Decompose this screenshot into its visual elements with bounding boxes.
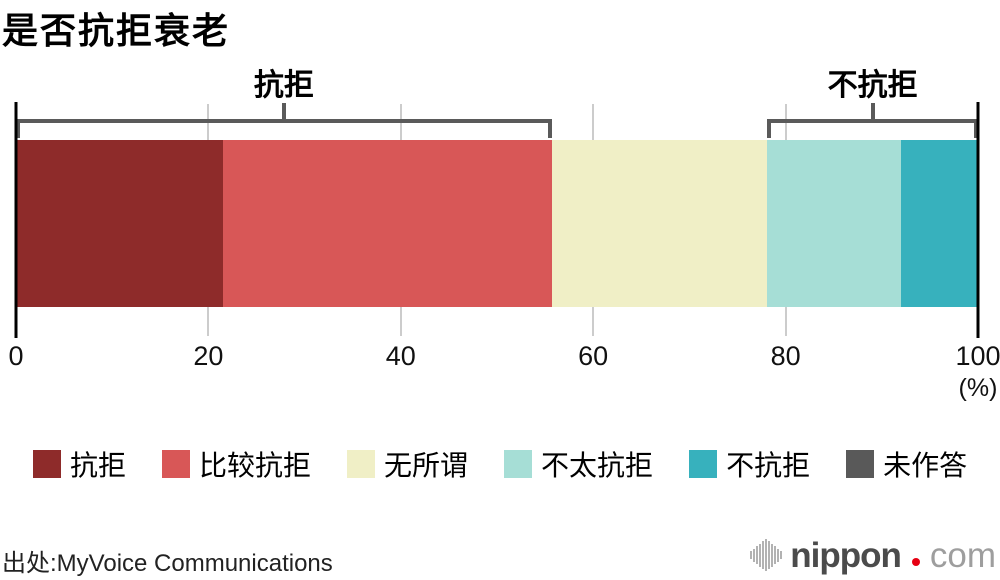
legend-label: 未作答: [883, 450, 968, 481]
logo-tld: com: [929, 535, 996, 575]
legend-label: 抗拒: [70, 450, 127, 481]
legend-label: 不抗拒: [726, 450, 811, 481]
stacked-bar: [16, 140, 978, 307]
plot-area: (%) 0 20 40 60 80 100 抗拒 不抗拒: [8, 0, 1000, 420]
legend-label: 比较抗拒: [199, 450, 312, 481]
soundwave-bar: [762, 541, 765, 569]
axis-endline: [976, 102, 980, 338]
axis-tick-label: 20: [193, 341, 224, 371]
legend-item: 未作答: [846, 444, 967, 484]
bracket-center-tick: [870, 103, 875, 119]
legend-item: 不抗拒: [689, 444, 810, 484]
soundwave-bar: [765, 539, 768, 571]
legend-swatch: [33, 450, 61, 478]
chart-title: 是否抗拒衰老: [2, 10, 231, 51]
soundwave-bar: [768, 541, 771, 569]
bracket-label: 抗拒: [253, 69, 314, 102]
bar-segment: [551, 140, 768, 307]
legend-swatch: [347, 450, 376, 478]
logo-dot-icon: [911, 558, 920, 566]
soundwave-bar: [774, 546, 777, 564]
axis-tick-label: 0: [8, 341, 24, 371]
legend-swatch: [846, 450, 875, 478]
axis-tick-label: 60: [578, 341, 609, 371]
soundwave-bar: [750, 551, 753, 559]
legend-swatch: [504, 450, 533, 478]
axis-endline: [14, 102, 18, 338]
soundwave-bar: [780, 551, 783, 559]
legend: 抗拒 比较抗拒 无所谓 不太抗拒 不抗拒 未作答: [33, 444, 967, 484]
legend-item: 不太抗拒: [504, 444, 653, 484]
legend-swatch: [689, 450, 718, 478]
bracket-cap-left: [16, 119, 20, 138]
soundwave-bar: [777, 548, 780, 562]
soundwave-bar: [753, 548, 756, 562]
bracket-line: [767, 119, 978, 123]
legend-item: 抗拒: [33, 444, 126, 484]
legend-item: 比较抗拒: [162, 444, 311, 484]
source-text: 出处:MyVoice Communications: [2, 550, 333, 577]
bar-segment: [16, 140, 223, 307]
bracket-cap-right: [547, 119, 552, 138]
bracket-cap-left: [767, 119, 772, 138]
legend-item: 无所谓: [347, 444, 468, 484]
legend-label: 无所谓: [384, 450, 469, 481]
axis-tick-label: 80: [770, 341, 801, 371]
soundwave-bar: [771, 543, 774, 567]
bracket-cap-right: [974, 119, 978, 138]
bracket-label: 不抗拒: [827, 69, 918, 102]
bracket-line: [16, 119, 552, 123]
axis-tick-label: 100: [955, 341, 1000, 371]
bracket-center-tick: [281, 103, 286, 119]
logo-word: nippon: [790, 535, 902, 575]
legend-label: 不太抗拒: [541, 450, 654, 481]
percent-unit-label: (%): [958, 374, 998, 402]
soundwave-icon: [750, 537, 783, 573]
soundwave-bar: [756, 546, 759, 564]
nippon-logo: nippon com: [750, 534, 996, 576]
soundwave-bar: [759, 543, 762, 567]
axis-tick-label: 40: [385, 341, 416, 371]
bar-segment: [767, 140, 902, 307]
bar-segment: [901, 140, 978, 307]
legend-swatch: [162, 450, 191, 478]
bar-segment: [222, 140, 552, 307]
